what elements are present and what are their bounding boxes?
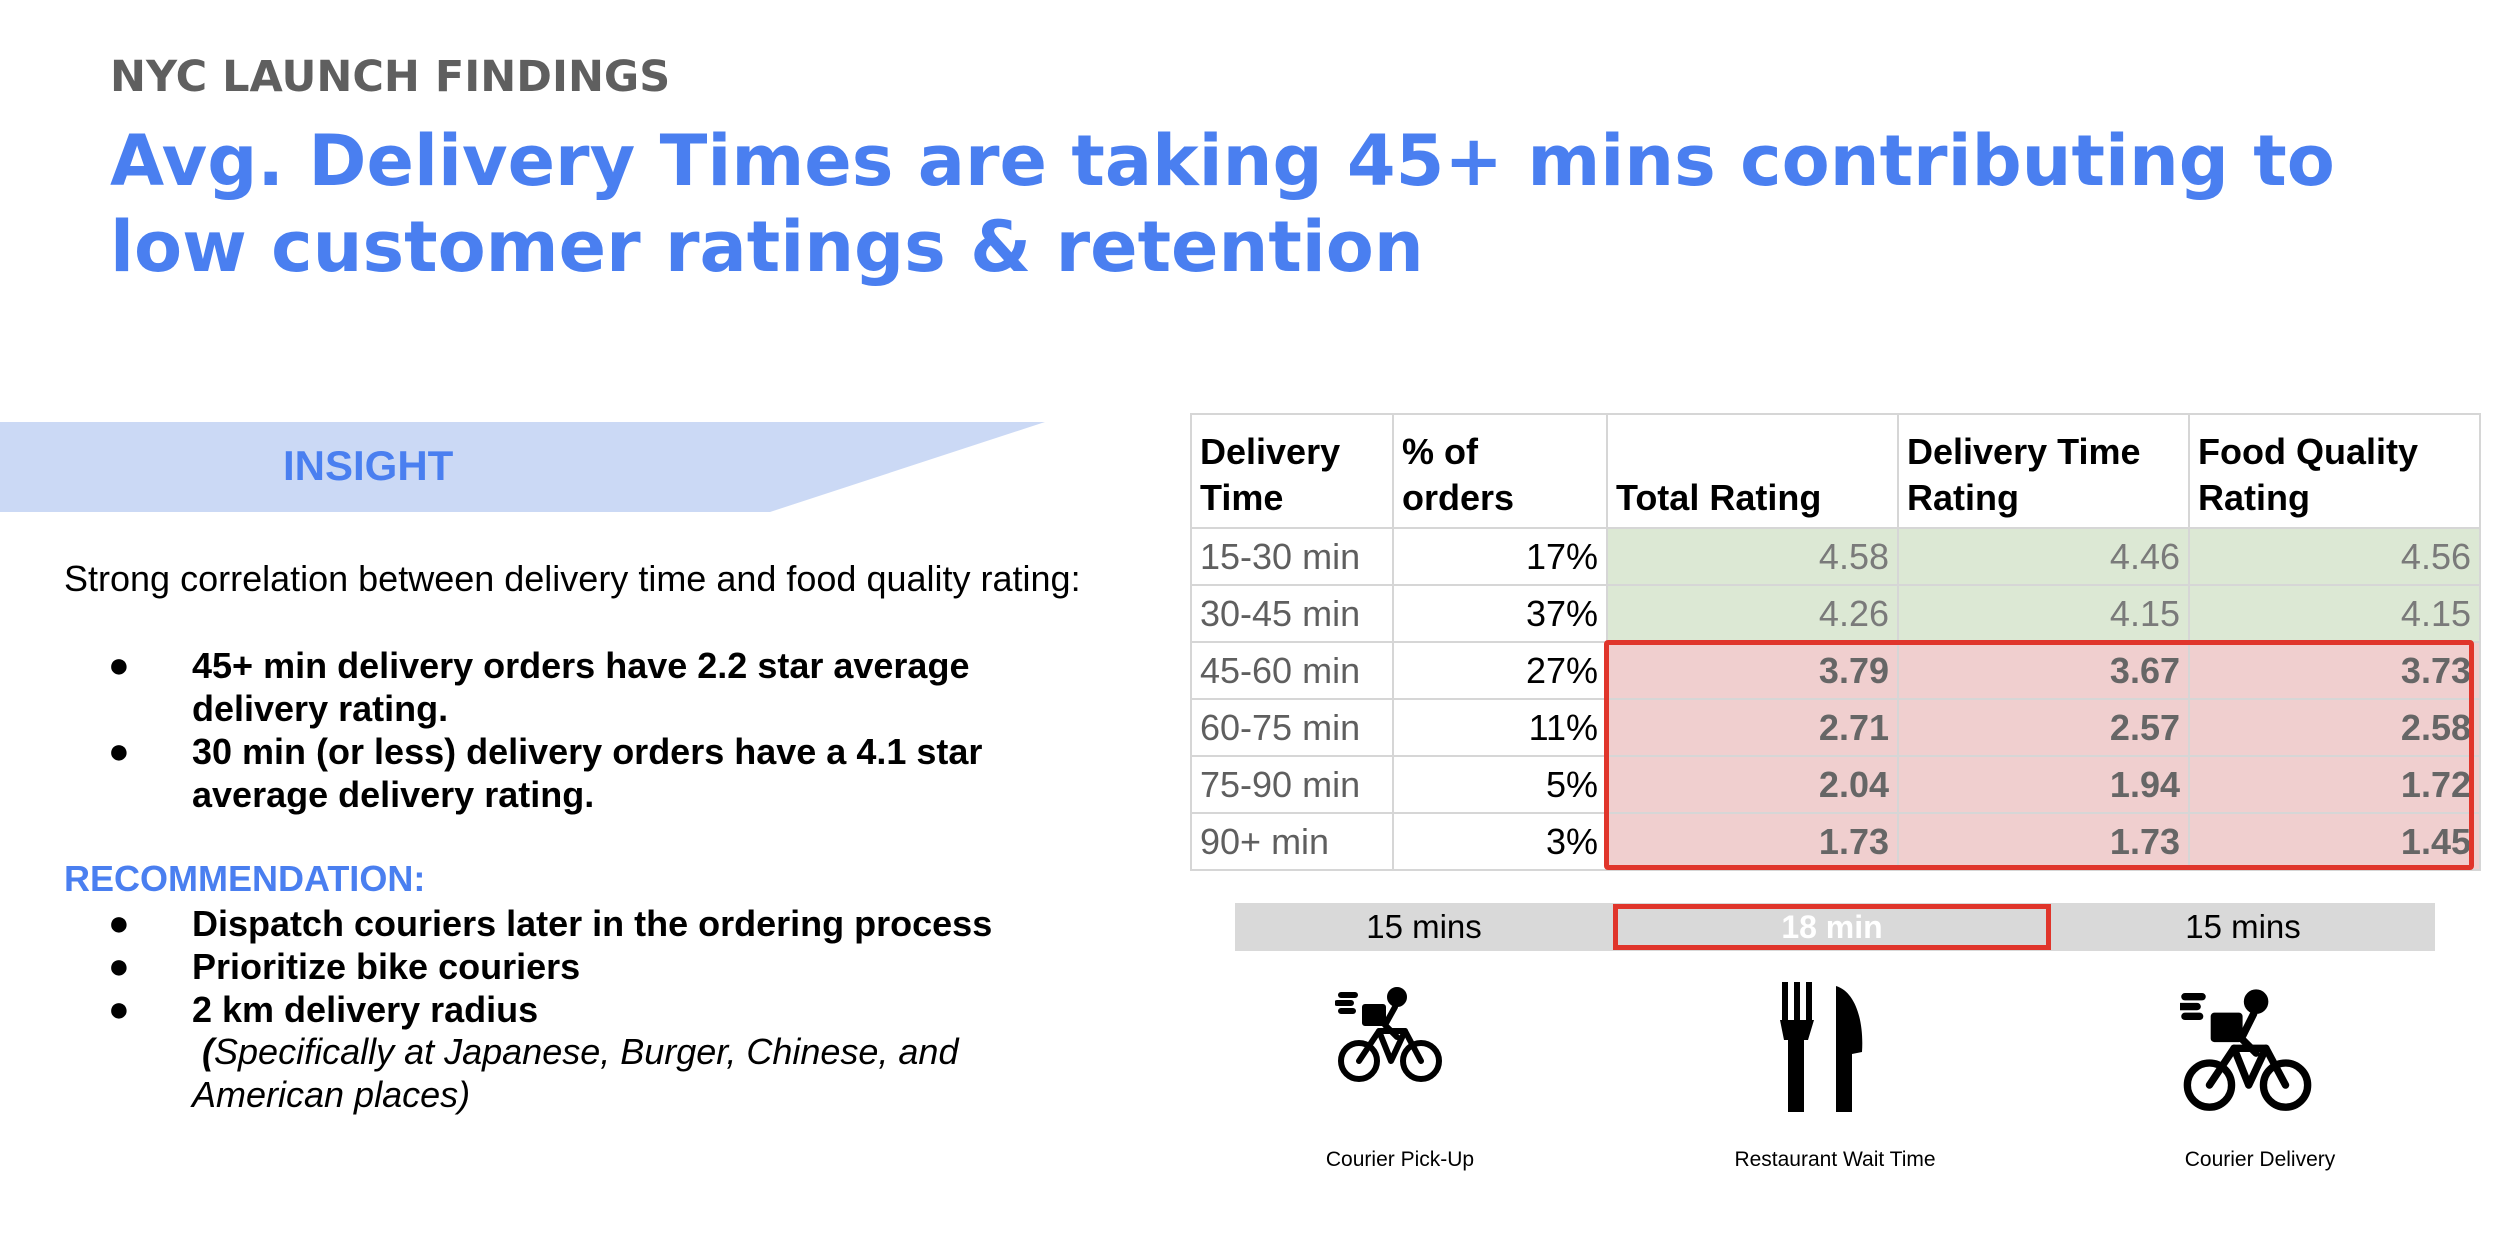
bike-courier-icon xyxy=(1334,985,1445,1090)
cell-delivery: 2.57 xyxy=(1897,698,2190,757)
cell-food: 1.45 xyxy=(2188,812,2481,871)
cell-total: 2.71 xyxy=(1606,698,1899,757)
col-delivery-time: Delivery Time xyxy=(1190,413,1394,529)
bullet-dot: ● xyxy=(108,945,130,986)
col-pct-orders: % of orders xyxy=(1392,413,1608,529)
cell-time: 15-30 min xyxy=(1190,527,1394,586)
cell-food: 1.72 xyxy=(2188,755,2481,814)
cell-time: 30-45 min xyxy=(1190,584,1394,643)
label-courier-delivery: Courier Delivery xyxy=(2184,1148,2336,1171)
recommendation-bullet-3: 2 km delivery radius xyxy=(192,989,539,1030)
cell-delivery: 1.94 xyxy=(1897,755,2190,814)
col-total-rating: Total Rating xyxy=(1606,413,1899,529)
cell-total: 4.26 xyxy=(1606,584,1899,643)
insight-label: INSIGHT xyxy=(283,442,454,489)
cell-food: 4.56 xyxy=(2188,527,2481,586)
cell-pct: 11% xyxy=(1392,698,1608,757)
recommendation-title: RECOMMENDATION: xyxy=(64,858,426,899)
cell-delivery: 4.46 xyxy=(1897,527,2190,586)
cell-time: 60-75 min xyxy=(1190,698,1394,757)
table-row: 15-30 min 17% 4.58 4.46 4.56 xyxy=(1190,527,2481,586)
insight-bullet-1: 45+ min delivery orders have 2.2 star av… xyxy=(192,645,970,729)
cell-pct: 5% xyxy=(1392,755,1608,814)
insight-intro: Strong correlation between delivery time… xyxy=(64,558,1081,599)
cell-pct: 17% xyxy=(1392,527,1608,586)
label-restaurant-wait: Restaurant Wait Time xyxy=(1734,1148,1936,1171)
bullet-dot: ● xyxy=(108,902,130,943)
table-row: 30-45 min 37% 4.26 4.15 4.15 xyxy=(1190,584,2481,643)
eyebrow-title: NYC LAUNCH FINDINGS xyxy=(110,52,671,102)
cell-total: 1.73 xyxy=(1606,812,1899,871)
fork-knife-icon xyxy=(1778,982,1868,1122)
cell-delivery: 1.73 xyxy=(1897,812,2190,871)
cell-pct: 3% xyxy=(1392,812,1608,871)
table-row: 90+ min 3% 1.73 1.73 1.45 xyxy=(1190,812,2481,871)
cell-food: 2.58 xyxy=(2188,698,2481,757)
bullet-dot: ● xyxy=(108,644,130,685)
table-row: 45-60 min 27% 3.79 3.67 3.73 xyxy=(1190,641,2481,700)
timeline-segment-wait: 18 min xyxy=(1613,904,2051,950)
recommendation-bullet-2: Prioritize bike couriers xyxy=(192,946,581,987)
cell-pct: 37% xyxy=(1392,584,1608,643)
col-delivery-time-rating: Delivery Time Rating xyxy=(1897,413,2190,529)
table-row: 60-75 min 11% 2.71 2.57 2.58 xyxy=(1190,698,2481,757)
table-header-row: Delivery Time % of orders Total Rating D… xyxy=(1190,413,2481,529)
low-rating-highlight-box xyxy=(1604,640,2474,870)
insight-bullet-2: 30 min (or less) delivery orders have a … xyxy=(192,731,983,815)
cell-time: 45-60 min xyxy=(1190,641,1394,700)
insight-banner xyxy=(0,422,1045,512)
cell-total: 2.04 xyxy=(1606,755,1899,814)
cell-time: 75-90 min xyxy=(1190,755,1394,814)
cell-time: 90+ min xyxy=(1190,812,1394,871)
recommendation-bullet-1: Dispatch couriers later in the ordering … xyxy=(192,903,993,944)
label-courier-pickup: Courier Pick-Up xyxy=(1325,1148,1475,1171)
timeline-segment-pickup: 15 mins xyxy=(1366,908,1482,945)
cell-food: 3.73 xyxy=(2188,641,2481,700)
cell-total: 3.79 xyxy=(1606,641,1899,700)
ratings-table: Delivery Time % of orders Total Rating D… xyxy=(1190,413,2481,871)
recommendation-note: (Specifically at Japanese, Burger, Chine… xyxy=(192,1030,1012,1116)
cell-food: 4.15 xyxy=(2188,584,2481,643)
cell-total: 4.58 xyxy=(1606,527,1899,586)
page-headline: Avg. Delivery Times are taking 45+ mins … xyxy=(110,120,2335,288)
bullet-dot: ● xyxy=(108,988,130,1029)
bike-courier-icon xyxy=(2176,982,2315,1122)
col-food-quality-rating: Food Quality Rating xyxy=(2188,413,2481,529)
timeline-segment-delivery: 15 mins xyxy=(2185,908,2301,945)
table-row: 75-90 min 5% 2.04 1.94 1.72 xyxy=(1190,755,2481,814)
cell-delivery: 4.15 xyxy=(1897,584,2190,643)
note-text: Specifically at Japanese, Burger, Chines… xyxy=(192,1031,959,1115)
bullet-dot: ● xyxy=(108,730,130,771)
cell-pct: 27% xyxy=(1392,641,1608,700)
note-open-paren: ( xyxy=(202,1031,215,1072)
